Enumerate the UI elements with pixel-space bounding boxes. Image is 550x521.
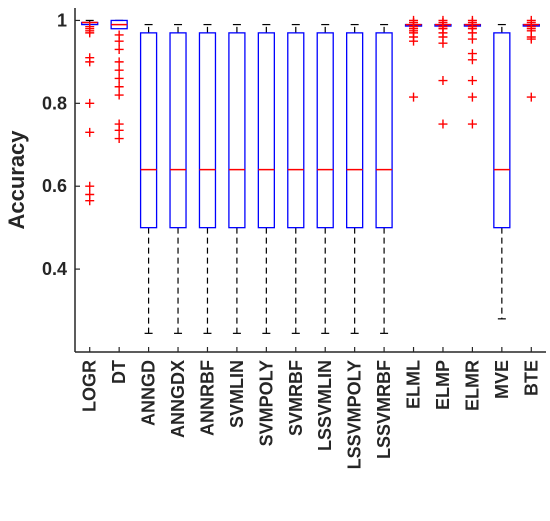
box-group [375, 23, 393, 334]
box-group [434, 15, 452, 129]
x-tick-label: MVE [492, 360, 512, 399]
box [139, 32, 158, 229]
x-tick-label: SVMRBF [286, 360, 306, 436]
outlier-marker [114, 36, 124, 46]
outlier-marker [85, 196, 95, 206]
y-tick-label: 0.8 [42, 93, 67, 113]
box-group [463, 15, 482, 129]
outlier-marker [114, 65, 124, 75]
outlier-marker [85, 181, 95, 191]
box [228, 32, 246, 229]
x-tick-label: LOGR [80, 360, 100, 412]
outlier-marker [85, 127, 95, 137]
outlier-marker [114, 73, 124, 83]
y-axis: 0.4 0.6 0.8 1 [42, 8, 80, 352]
outlier-marker [438, 76, 448, 86]
x-tick-label: SVMLIN [227, 360, 247, 428]
box [346, 32, 364, 229]
box-group [139, 23, 158, 334]
x-tick-label: SVMPOLY [256, 360, 276, 446]
box-group [228, 23, 246, 334]
outlier-marker [114, 90, 124, 100]
outlier-marker [467, 76, 477, 86]
box-group [346, 23, 364, 334]
box [316, 32, 334, 229]
y-tick-label: 0.4 [42, 259, 67, 279]
x-tick-label: LSSVMRBF [374, 360, 394, 459]
box [493, 32, 511, 229]
box-group [493, 23, 511, 320]
outlier-marker [114, 57, 124, 67]
box [287, 32, 305, 229]
y-axis-title: Accuracy [4, 130, 29, 230]
outlier-marker [467, 55, 477, 65]
outlier-marker [467, 92, 477, 102]
x-tick-label: BTE [521, 360, 541, 396]
outlier-marker [85, 28, 95, 38]
box-group [81, 19, 99, 206]
x-tick-label: DT [109, 360, 129, 384]
outlier-marker [114, 44, 124, 54]
outlier-marker [85, 98, 95, 108]
box [169, 32, 187, 229]
x-axis: LOGR DT ANNGD ANNGDX ANNRBF SVMLIN SVMPOLY SVMR… [75, 347, 546, 469]
box [198, 32, 217, 229]
y-tick-label: 1 [57, 10, 67, 30]
box-group [404, 15, 423, 102]
plot-area [81, 15, 540, 334]
box-group [257, 23, 275, 334]
x-tick-label: ELML [404, 360, 424, 409]
box-group [522, 15, 540, 102]
box [375, 32, 393, 229]
y-tick-label: 0.6 [42, 176, 67, 196]
outlier-marker [409, 92, 419, 102]
outlier-marker [85, 57, 95, 67]
box-group [287, 23, 305, 334]
outlier-marker [114, 134, 124, 144]
x-tick-label: ANNGDX [168, 360, 188, 438]
outlier-marker [438, 38, 448, 48]
outlier-marker [409, 36, 419, 46]
box [257, 32, 275, 229]
outlier-marker [526, 34, 536, 44]
x-tick-label: ANNGD [139, 360, 159, 426]
x-tick-label: ELMR [462, 360, 482, 411]
outlier-marker [467, 34, 477, 44]
outlier-marker [114, 82, 124, 92]
outlier-marker [438, 119, 448, 129]
box-group [198, 23, 217, 334]
x-tick-label: LSSVMPOLY [345, 360, 365, 469]
x-tick-label: ELMP [433, 360, 453, 410]
outlier-marker [526, 92, 536, 102]
box-group [110, 19, 128, 144]
outlier-marker [114, 125, 124, 135]
box-group [169, 23, 187, 334]
outlier-marker [467, 119, 477, 129]
x-tick-label: ANNRBF [197, 360, 217, 436]
box-group [316, 23, 334, 334]
x-tick-label: LSSVMLIN [315, 360, 335, 451]
